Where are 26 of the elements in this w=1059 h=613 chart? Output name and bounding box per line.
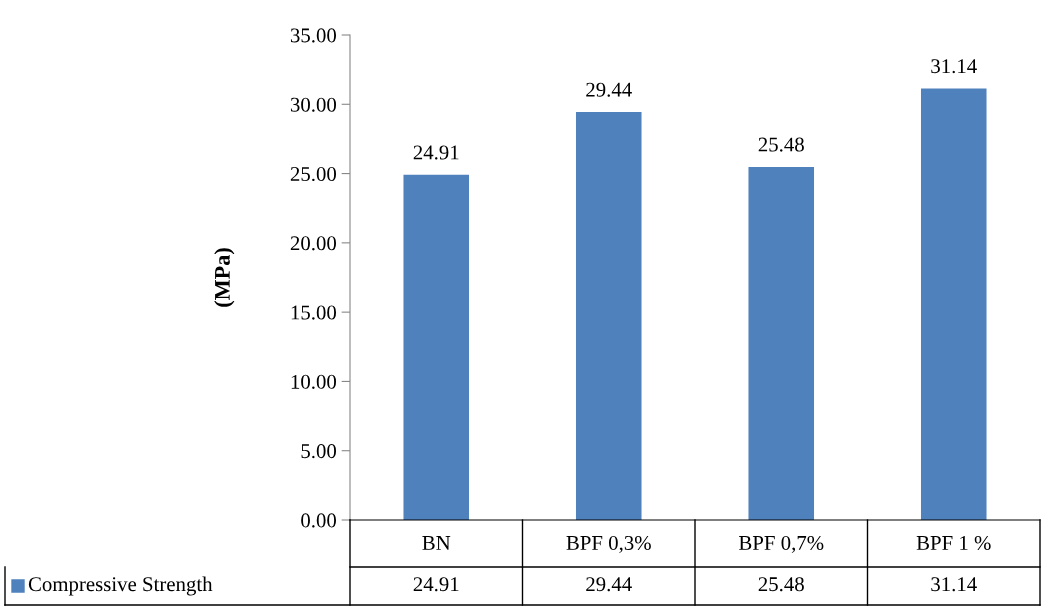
x-tick-label: BPF 0,3%	[566, 535, 651, 553]
data-label: 25.48	[758, 137, 804, 152]
legend-label: Compressive Strength	[28, 576, 213, 596]
data-label: 31.14	[931, 59, 977, 74]
bar	[403, 174, 470, 520]
y-tick-label: 20.00	[290, 236, 337, 251]
y-axis-title: (MPa)	[214, 248, 235, 307]
y-tick-label: 5.00	[301, 444, 337, 459]
text: 25.48	[758, 577, 804, 592]
data-label: 29.44	[586, 82, 632, 97]
text: 24.91	[413, 577, 459, 592]
y-tick-label: 25.00	[290, 166, 337, 182]
y-tick-label: 35.00	[290, 28, 337, 43]
x-tick-label: BPF 1 %	[916, 535, 991, 551]
y-tick-label: 10.00	[291, 374, 337, 389]
x-tick-label: BN	[422, 536, 451, 550]
x-tick-label: BPF 0,7%	[739, 535, 824, 553]
y-tick-label: 30.00	[290, 97, 337, 112]
bar	[920, 88, 987, 520]
y-tick-label: 15.00	[291, 305, 337, 320]
text: 29.44	[586, 577, 632, 592]
data-label: 24.91	[413, 145, 459, 160]
bar	[748, 166, 815, 520]
y-tick-label: 0.00	[301, 513, 337, 528]
text: 31.14	[931, 577, 977, 592]
bar	[575, 112, 642, 520]
